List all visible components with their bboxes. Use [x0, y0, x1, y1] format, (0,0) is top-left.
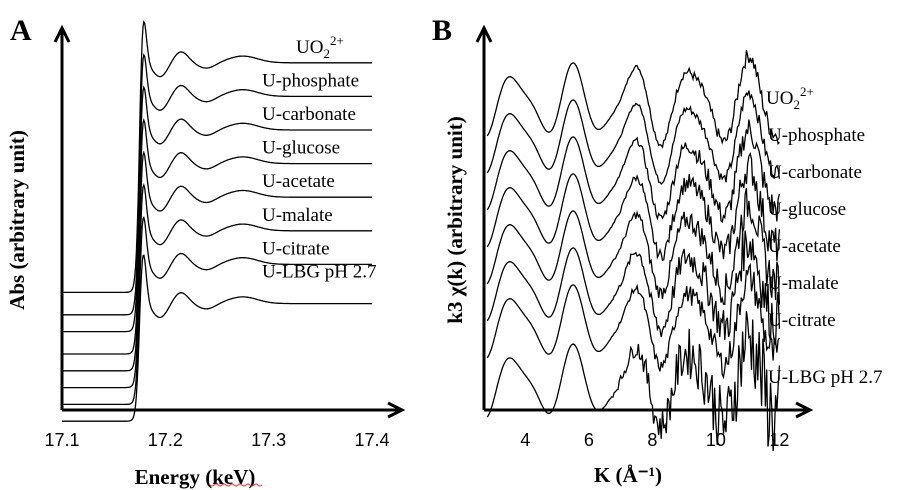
x-tick-b-2: 8: [647, 430, 657, 450]
curve-a-u-lbg-ph-2-7: [62, 254, 372, 422]
panel-b: B 4 6 8 10 12 K (Å⁻¹) k3 χ(k) (arbitrary uni…: [432, 14, 883, 487]
curve-b-u-glucose: [486, 152, 781, 262]
x-tick-b-1: 6: [584, 430, 594, 450]
curve-a-u-acetate: [62, 150, 372, 372]
x-axis-title-b: K (Å⁻¹): [594, 463, 662, 487]
label-b-u-carbonate: U-carbonate: [768, 162, 862, 183]
label-b-u-phosphate: U-phosphate: [768, 125, 865, 146]
y-axis-arrow-b: [475, 24, 493, 43]
curve-a-u-citrate: [62, 215, 372, 406]
series-curves-a: [62, 20, 372, 422]
x-axis-arrow-b: [795, 401, 814, 419]
label-a-u-carbonate: U-carbonate: [262, 104, 356, 125]
curve-a-u-glucose: [62, 118, 372, 355]
label-a-u-citrate: U-citrate: [262, 238, 330, 259]
x-axis-title-a: Energy (keV): [135, 465, 256, 489]
label-a-u-phosphate: U-phosphate: [262, 70, 359, 91]
x-ticks-b: 4 6 8 10 12: [520, 430, 789, 450]
curve-b-u-malate: [486, 230, 781, 346]
label-a-u-lbg-ph-2-7: U-LBG pH 2.7: [262, 262, 377, 283]
y-axis-title-b: k3 χ(k) (arbitrary unit): [443, 116, 467, 323]
curve-b-u-citrate: [486, 262, 780, 380]
label-b-u-glucose: U-glucose: [768, 199, 846, 220]
series-labels-b: UO22+ U-phosphate U-carbonate U-glucose U-ac…: [766, 84, 883, 388]
spellcheck-underline: [209, 483, 263, 487]
x-axis-arrow-a: [387, 401, 406, 419]
curve-b-u-acetate: [486, 188, 781, 305]
label-a-u-glucose: U-glucose: [262, 138, 340, 159]
curve-a-uo: [62, 20, 372, 294]
x-tick-a-1: 17.2: [148, 430, 183, 450]
curve-a-u-carbonate: [62, 85, 372, 333]
panel-label-b: B: [432, 14, 452, 47]
x-ticks-a: 17.1 17.2 17.3 17.4: [44, 430, 389, 450]
label-a-u-acetate: U-acetate: [262, 171, 335, 192]
curve-b-u-phosphate: [486, 90, 781, 185]
panel-label-a: A: [10, 14, 32, 47]
label-b-u-lbg-ph-2-7: U-LBG pH 2.7: [768, 367, 883, 388]
label-a-u-malate: U-malate: [262, 205, 333, 226]
label-b-u-citrate: U-citrate: [768, 310, 836, 331]
curve-b-u-lbg-ph-2-7: [486, 311, 781, 451]
x-tick-b-3: 10: [706, 430, 726, 450]
x-tick-a-0: 17.1: [44, 430, 79, 450]
curve-b-u-carbonate: [486, 119, 781, 224]
label-b-u-malate: U-malate: [768, 273, 839, 294]
curve-a-u-malate: [62, 183, 372, 389]
curve-b-uo: [486, 50, 780, 149]
curve-a-u-phosphate: [62, 53, 372, 316]
x-tick-a-3: 17.4: [354, 430, 389, 450]
series-labels-a: UO22+ U-phosphate U-carbonate U-glucose U-ac…: [262, 33, 377, 283]
label-b-uo: UO22+: [766, 84, 814, 112]
y-axis-title-a: Abs (arbitrary unit): [5, 130, 29, 310]
x-tick-a-2: 17.3: [251, 430, 286, 450]
series-curves-b: [486, 50, 781, 451]
panel-a: A 17.1 17.2 17.3 17.4 Energy (keV) Abs (arb…: [5, 14, 406, 489]
label-b-u-acetate: U-acetate: [768, 236, 841, 257]
label-a-uo: UO22+: [296, 33, 344, 61]
x-tick-b-0: 4: [520, 430, 530, 450]
y-axis-arrow-a: [53, 24, 71, 43]
